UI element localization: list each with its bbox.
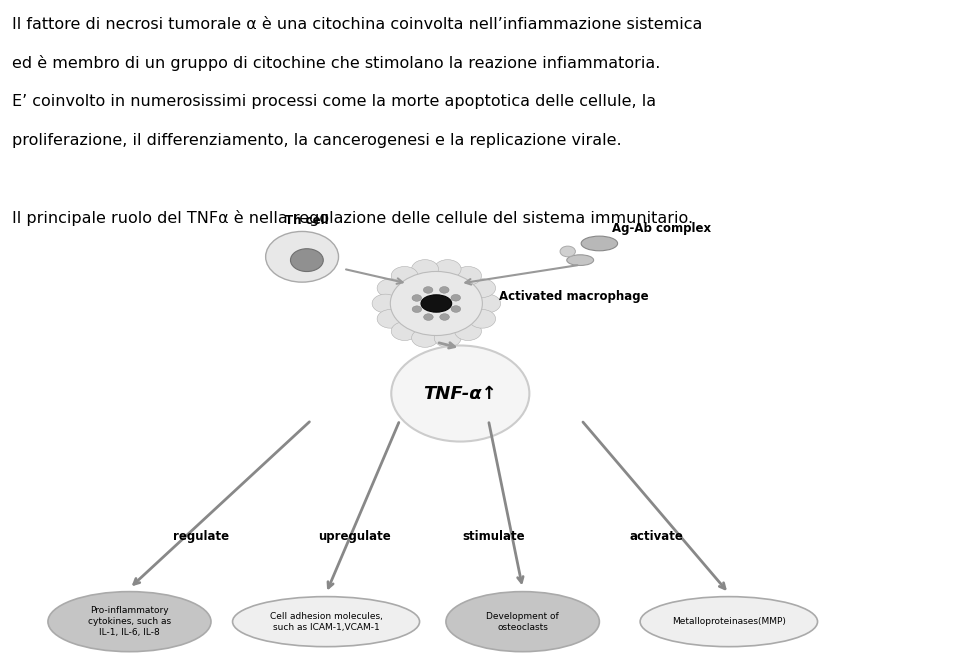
Circle shape — [440, 313, 450, 320]
Text: Activated macrophage: Activated macrophage — [499, 290, 648, 303]
Circle shape — [291, 249, 323, 271]
Text: stimulate: stimulate — [462, 530, 526, 544]
Circle shape — [372, 294, 399, 313]
Circle shape — [560, 246, 575, 257]
Circle shape — [469, 279, 496, 297]
Circle shape — [451, 294, 460, 301]
Circle shape — [411, 329, 438, 348]
Circle shape — [412, 295, 422, 301]
Circle shape — [434, 259, 461, 278]
Circle shape — [439, 287, 449, 293]
Text: E’ coinvolto in numerosissimi processi come la morte apoptotica delle cellule, l: E’ coinvolto in numerosissimi processi c… — [12, 94, 656, 109]
Circle shape — [451, 305, 460, 312]
Text: Metalloproteinases(MMP): Metalloproteinases(MMP) — [672, 617, 785, 626]
Text: Il fattore di necrosi tumorale α è una citochina coinvolta nell’infiammazione si: Il fattore di necrosi tumorale α è una c… — [12, 17, 702, 31]
Text: Cell adhesion molecules,
such as ICAM-1,VCAM-1: Cell adhesion molecules, such as ICAM-1,… — [269, 612, 383, 632]
Circle shape — [266, 231, 339, 282]
Text: Il principale ruolo del TNFα è nella regolazione delle cellule del sistema immun: Il principale ruolo del TNFα è nella reg… — [12, 210, 692, 226]
Ellipse shape — [581, 236, 618, 251]
Circle shape — [390, 271, 482, 336]
Circle shape — [411, 259, 438, 278]
Text: Pro-inflammatory
cytokines, such as
IL-1, IL-6, IL-8: Pro-inflammatory cytokines, such as IL-1… — [88, 606, 171, 637]
Circle shape — [455, 321, 481, 340]
Ellipse shape — [446, 592, 599, 652]
Circle shape — [412, 306, 422, 313]
Ellipse shape — [567, 255, 594, 265]
Ellipse shape — [233, 596, 420, 647]
Ellipse shape — [641, 596, 818, 647]
Text: Th cell: Th cell — [285, 215, 329, 227]
Circle shape — [377, 309, 404, 328]
Text: Ag-Ab complex: Ag-Ab complex — [612, 223, 711, 235]
Circle shape — [391, 346, 529, 442]
Ellipse shape — [421, 295, 452, 312]
Circle shape — [424, 313, 433, 320]
Text: activate: activate — [630, 530, 684, 544]
Text: upregulate: upregulate — [318, 530, 391, 544]
Circle shape — [434, 329, 461, 348]
Text: proliferazione, il differenziamento, la cancerogenesi e la replicazione virale.: proliferazione, il differenziamento, la … — [12, 133, 621, 147]
Circle shape — [474, 294, 501, 313]
Text: Development of
osteoclasts: Development of osteoclasts — [486, 612, 559, 632]
Text: TNF-α↑: TNF-α↑ — [424, 385, 497, 402]
Circle shape — [377, 279, 404, 297]
Circle shape — [469, 309, 496, 328]
Circle shape — [455, 267, 481, 285]
Text: regulate: regulate — [174, 530, 229, 544]
Text: ed è membro di un gruppo di citochine che stimolano la reazione infiammatoria.: ed è membro di un gruppo di citochine ch… — [12, 55, 660, 71]
Circle shape — [423, 287, 433, 293]
Ellipse shape — [48, 592, 211, 652]
Circle shape — [391, 267, 418, 285]
Circle shape — [391, 321, 418, 340]
